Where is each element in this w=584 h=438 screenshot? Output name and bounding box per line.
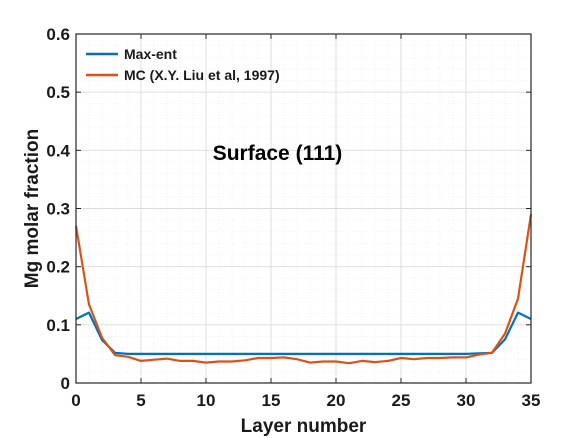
x-tick-label: 35	[522, 391, 541, 410]
series-layer	[74, 214, 533, 365]
x-tick-label: 30	[457, 391, 476, 410]
x-tick-label: 10	[197, 391, 216, 410]
series-line-1	[75, 311, 532, 355]
y-axis-ticks: 0 0.1 0.2 0.3 0.4 0.5 0.6	[46, 25, 531, 393]
legend-label: MC (X.Y. Liu et al, 1997)	[124, 67, 280, 83]
chart-annotation: Surface (111)	[213, 142, 343, 165]
x-tick-label: 25	[392, 391, 411, 410]
y-tick-label: 0.4	[46, 141, 70, 160]
y-tick-label: 0	[61, 374, 70, 393]
y-tick-label: 0.1	[46, 316, 70, 335]
x-tick-label: 0	[71, 391, 80, 410]
y-axis-label: Mg molar fraction	[22, 129, 43, 288]
y-tick-label: 0.6	[46, 25, 70, 44]
x-tick-label: 20	[327, 391, 346, 410]
x-tick-label: 15	[262, 391, 281, 410]
x-axis-ticks: 0 5 10 15 20 25 30 35	[71, 34, 540, 410]
y-tick-label: 0.2	[46, 258, 70, 277]
legend-label: Max-ent	[124, 46, 177, 62]
x-axis-label: Layer number	[241, 416, 367, 437]
major-grid	[75, 33, 532, 384]
legend: Max-ent MC (X.Y. Liu et al, 1997)	[86, 46, 280, 83]
x-tick-label: 5	[136, 391, 145, 410]
y-tick-label: 0.5	[46, 83, 70, 102]
y-tick-label: 0.3	[46, 200, 70, 219]
series-line-2	[74, 214, 533, 365]
